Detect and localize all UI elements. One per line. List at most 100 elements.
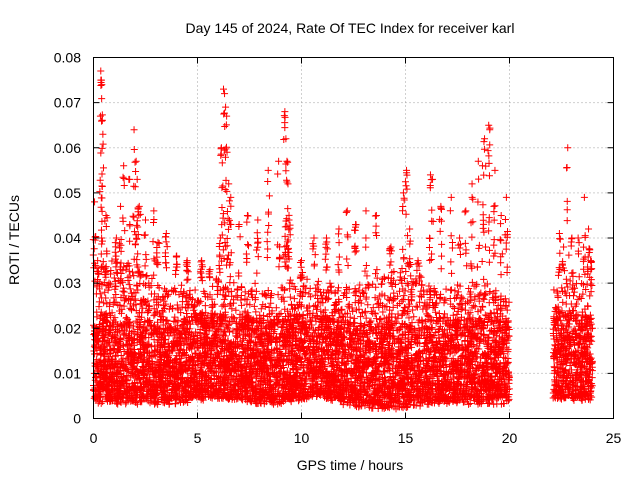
data-point	[501, 295, 509, 303]
data-point	[252, 308, 260, 316]
data-point	[322, 295, 330, 303]
data-point	[132, 289, 140, 297]
data-point	[327, 283, 335, 291]
data-point	[362, 293, 370, 301]
data-point	[472, 282, 480, 290]
data-point	[381, 292, 389, 300]
data-point	[401, 275, 408, 283]
data-point	[325, 294, 333, 302]
data-point	[290, 295, 298, 303]
data-point	[372, 283, 380, 291]
data-point	[431, 308, 439, 316]
data-point	[117, 293, 125, 301]
data-point	[416, 292, 424, 300]
data-point	[380, 273, 388, 281]
data-point	[487, 310, 495, 318]
data-point	[482, 290, 490, 298]
data-point	[402, 268, 410, 276]
data-point	[558, 284, 566, 292]
data-point	[286, 293, 294, 301]
data-point	[367, 308, 375, 316]
data-point	[129, 336, 137, 344]
data-point	[351, 285, 359, 293]
data-point	[301, 386, 309, 394]
data-point	[232, 306, 240, 314]
data-point	[119, 284, 127, 292]
data-point	[357, 313, 365, 321]
data-point	[318, 339, 326, 347]
data-point	[313, 287, 321, 295]
data-point	[505, 298, 513, 306]
data-point	[166, 302, 174, 310]
data-point	[138, 309, 146, 317]
data-point	[480, 275, 488, 283]
data-point	[430, 284, 438, 292]
data-point	[216, 347, 224, 355]
data-point	[303, 275, 311, 283]
data-point	[299, 394, 307, 402]
data-point	[186, 287, 194, 295]
data-point	[162, 392, 170, 400]
data-point	[417, 273, 425, 281]
data-point	[296, 363, 304, 371]
data-point	[416, 298, 424, 306]
data-point	[134, 269, 142, 277]
data-point	[443, 355, 451, 363]
data-point	[409, 306, 417, 314]
data-point	[580, 363, 588, 371]
data-point	[468, 278, 476, 286]
data-point	[311, 301, 319, 309]
data-point	[237, 296, 245, 304]
data-point	[114, 400, 122, 408]
data-point	[103, 300, 111, 308]
data-point	[313, 281, 321, 289]
data-point	[355, 305, 363, 313]
data-point	[281, 305, 289, 313]
data-point	[413, 303, 421, 311]
data-point	[201, 302, 209, 310]
data-point	[201, 293, 209, 301]
data-point	[97, 263, 105, 271]
data-point	[241, 288, 249, 296]
data-point	[247, 362, 255, 370]
data-point	[230, 279, 238, 287]
data-point	[562, 275, 570, 283]
data-point	[584, 302, 592, 310]
data-point	[560, 393, 568, 401]
data-point	[483, 280, 491, 288]
data-point	[485, 399, 493, 407]
data-point	[354, 298, 362, 306]
data-point	[208, 295, 216, 303]
data-point	[356, 281, 364, 289]
data-point	[412, 302, 420, 310]
data-point	[268, 290, 276, 298]
data-point	[452, 293, 460, 301]
data-point	[445, 398, 453, 406]
data-point	[410, 313, 418, 321]
data-point	[471, 303, 479, 311]
data-point	[191, 286, 199, 294]
data-point	[465, 314, 473, 322]
data-point	[338, 312, 346, 320]
data-point	[364, 280, 372, 288]
data-point	[314, 295, 322, 303]
data-point	[373, 274, 381, 282]
data-point	[122, 398, 130, 406]
data-point	[201, 289, 209, 297]
data-point	[310, 389, 318, 397]
data-point	[286, 276, 294, 284]
data-point	[313, 305, 321, 313]
data-point	[384, 366, 392, 374]
data-point	[485, 333, 493, 341]
data-point	[378, 280, 386, 288]
data-point	[227, 287, 235, 295]
data-point	[379, 308, 387, 316]
data-point	[476, 291, 484, 299]
data-point	[171, 313, 179, 321]
data-point	[554, 336, 562, 344]
data-point	[212, 276, 220, 284]
data-point	[389, 303, 397, 311]
data-point	[349, 307, 357, 315]
data-point	[142, 301, 150, 309]
